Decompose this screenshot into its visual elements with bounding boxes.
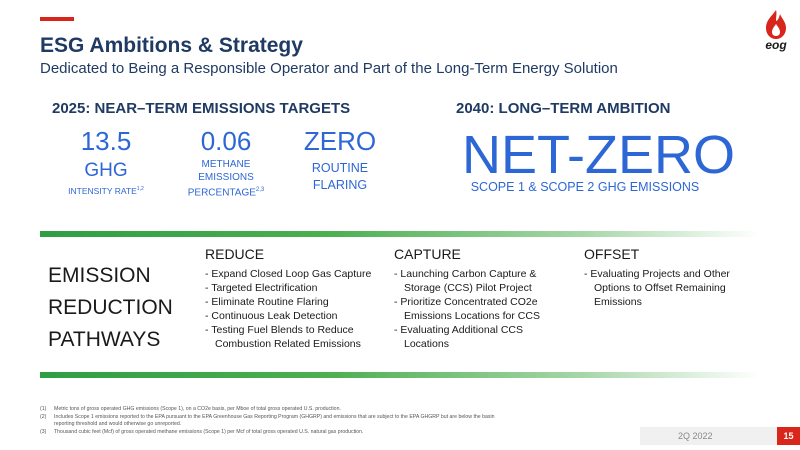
eog-logo: eog [758,8,794,54]
flaring-value: ZERO [303,126,377,156]
flame-icon [766,10,786,39]
accent-bar [40,17,74,21]
list-item: Prioritize Concentrated CO2e Emissions L… [394,295,559,323]
scope-label: SCOPE 1 & SCOPE 2 GHG EMISSIONS [470,180,700,194]
list-item: Eliminate Routine Flaring [205,295,383,309]
list-item: Expand Closed Loop Gas Capture [205,267,383,281]
net-zero-value: NET-ZERO [462,125,736,185]
page-number: 15 [777,427,800,445]
logo-wordmark: eog [765,38,787,52]
list-item: Evaluating Projects and Other Options to… [584,267,754,309]
long-term-heading: 2040: LONG–TERM AMBITION [456,100,671,117]
page-title: ESG Ambitions & Strategy [40,34,303,57]
flaring-label: ROUTINE FLARING [311,161,369,192]
capture-column: CAPTURE Launching Carbon Capture & Stora… [394,246,559,351]
ghg-label: GHG [84,160,128,181]
offset-heading: OFFSET [584,246,640,262]
methane-value: 0.06 [200,126,252,156]
footnote: (3) Thousand cubic feet (Mcf) of gross op… [40,428,364,435]
offset-column: OFFSET Evaluating Projects and Other Opt… [584,246,754,309]
list-item: Evaluating Additional CCS Locations [394,323,559,351]
list-item: Targeted Electrification [205,281,383,295]
page-subtitle: Dedicated to Being a Responsible Operato… [40,60,618,77]
divider-top [40,231,760,237]
footnote: (1) Metric tons of gross operated GHG emi… [40,406,341,412]
footnote: (2) Includes Scope 1 emissions reported t… [40,413,495,428]
methane-label: METHANE EMISSIONS PERCENTAGE2,3 [187,159,265,199]
list-item: Continuous Leak Detection [205,309,383,323]
pathways-title: EMISSION REDUCTION PATHWAYS [48,264,173,351]
reduce-list: Expand Closed Loop Gas Capture Targeted … [205,267,383,351]
reduce-column: REDUCE Expand Closed Loop Gas Capture Ta… [205,246,383,351]
reduce-heading: REDUCE [205,246,265,262]
list-item: Launching Carbon Capture & Storage (CCS)… [394,267,559,295]
divider-bottom [40,372,760,378]
capture-heading: CAPTURE [394,246,461,262]
list-item: Testing Fuel Blends to Reduce Combustion… [205,323,383,351]
footnotes: (1) Metric tons of gross operated GHG emi… [40,406,500,436]
near-term-heading: 2025: NEAR–TERM EMISSIONS TARGETS [52,100,351,117]
ghg-sublabel: INTENSITY RATE1,2 [68,186,144,196]
ghg-value: 13.5 [80,126,132,156]
capture-list: Launching Carbon Capture & Storage (CCS)… [394,267,559,351]
report-period: 2Q 2022 [640,427,786,445]
offset-list: Evaluating Projects and Other Options to… [584,267,754,309]
